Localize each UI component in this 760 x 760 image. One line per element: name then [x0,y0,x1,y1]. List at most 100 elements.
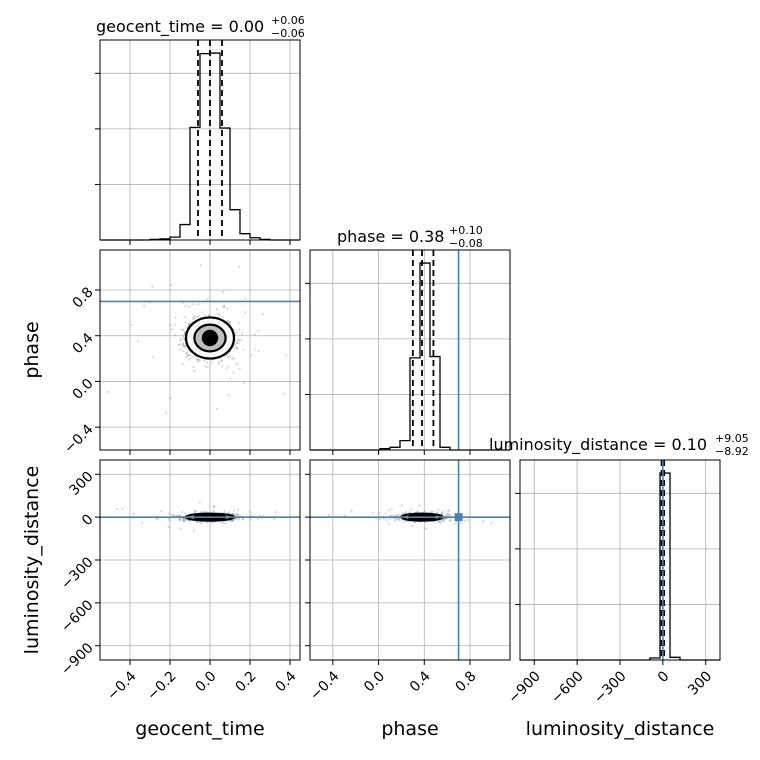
sample-point [235,517,238,520]
sample-point [350,509,353,513]
sample-point [220,359,224,363]
sample-point [180,328,183,331]
sample-point [197,358,200,361]
sample-point [218,313,221,316]
x-tick-label: −0.4 [307,668,342,703]
sample-point [282,392,285,395]
sample-point [222,305,225,308]
sample-point [130,323,133,326]
sample-point [234,518,237,521]
sample-point [425,527,428,530]
x-tick-label: 0 [655,668,673,686]
sample-point [225,367,228,370]
sample-point [160,510,163,513]
sample-point [418,504,421,507]
sample-point [182,328,185,332]
sample-point [183,332,186,336]
sample-point [216,312,219,316]
sample-point [227,320,230,323]
x-tick-label: −600 [548,668,587,707]
sample-point [223,510,226,513]
sample-point [257,329,260,332]
sample-point [185,355,188,359]
sample-point [244,297,247,300]
sample-point [182,301,185,305]
sample-point [235,341,239,344]
sample-point [192,355,195,358]
x-tick-label: 0.0 [193,668,220,695]
sample-point [177,514,180,517]
sample-point [141,521,144,524]
scatter-panel-phase-luminosity_distance [309,459,511,661]
title-phase-err-plus: +0.10 [449,224,483,237]
y-tick-label: 0.0 [70,376,97,403]
sample-point [460,522,463,525]
sample-point [196,316,199,319]
sample-point [157,518,160,521]
sample-point [439,521,442,524]
panel-frame [99,39,301,241]
x-tick-label: 0.2 [233,668,260,695]
sample-point [447,513,450,516]
title-phase-err-minus: −0.08 [449,237,483,250]
sample-point [182,345,186,348]
panels: −0.4 −0.2 0.0 0.2 0.4 −0.4 0.0 0.4 0.8 −900 −600 −3… [58,39,721,707]
sample-point [343,514,346,517]
sample-point [441,519,444,523]
sample-point [186,354,189,357]
sample-point [240,332,244,336]
sample-point [235,363,239,366]
sample-point [237,265,241,268]
sample-point [167,526,170,529]
scatter-panel-geocent_time-luminosity_distance [99,459,301,661]
sample-point [233,343,237,346]
sample-point [274,511,278,514]
sample-point [168,519,171,522]
x-tick-label: −0.2 [144,668,179,703]
sample-point [137,340,140,343]
sample-point [232,371,235,374]
sample-point [217,360,220,363]
sample-point [224,522,227,525]
sample-point [241,517,244,520]
sample-point [241,518,245,521]
sample-point [182,519,185,523]
sample-point [257,518,260,521]
sample-point [212,505,216,509]
sample-point [168,324,172,327]
sample-point [446,512,449,515]
sample-point [387,509,390,512]
hist-panel-luminosity_distance [515,459,721,661]
sample-point [188,322,191,325]
sample-point [445,513,448,517]
sample-point [199,521,202,524]
sample-point [327,514,330,517]
sample-point [235,346,238,349]
truth-marker [454,513,463,522]
sample-point [447,509,450,512]
sample-point [198,359,201,362]
sample-point [174,316,177,319]
sample-point [205,521,209,524]
sample-point [440,512,444,515]
sample-point [395,518,398,521]
sample-point [183,315,186,318]
sample-point [397,513,400,516]
sample-point [203,359,206,362]
sample-point [238,367,241,370]
sample-point [121,508,124,511]
sample-point [174,334,177,337]
sample-point [437,508,440,511]
sample-point [411,524,414,528]
sample-point [222,290,225,293]
sample-point [186,354,190,357]
sample-point [179,527,182,531]
xlabel-geocent_time: geocent_time [135,718,264,740]
sample-point [231,519,234,522]
sample-point [378,518,382,521]
sample-point [392,514,395,517]
ylabel-phase: phase [21,321,43,378]
y-tick-label: 0 [79,511,97,529]
sample-point [197,303,200,306]
